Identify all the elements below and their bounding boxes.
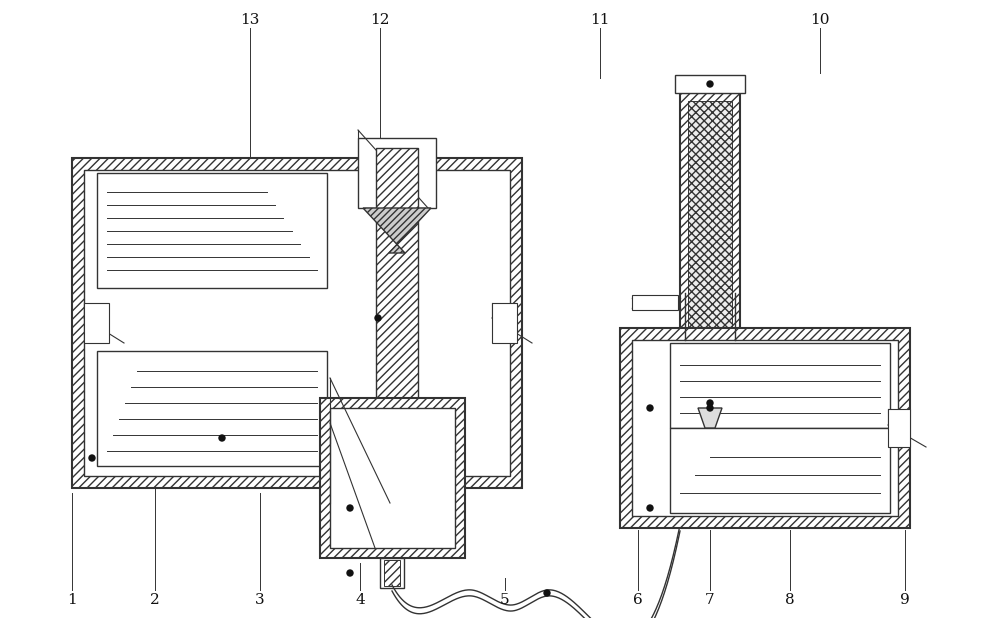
Bar <box>97 351 327 466</box>
Bar <box>888 409 910 447</box>
Polygon shape <box>363 208 431 253</box>
Text: 10: 10 <box>810 13 830 27</box>
Bar <box>84 303 109 343</box>
Text: 2: 2 <box>150 593 160 607</box>
Bar <box>632 340 898 516</box>
Bar <box>330 408 455 548</box>
Bar <box>84 170 510 476</box>
Bar <box>688 101 732 435</box>
Text: 6: 6 <box>633 593 643 607</box>
Bar <box>670 428 890 513</box>
Circle shape <box>707 400 713 406</box>
Polygon shape <box>698 408 722 428</box>
Bar <box>620 328 910 528</box>
Circle shape <box>647 405 653 411</box>
Bar <box>492 303 517 343</box>
Text: 13: 13 <box>240 13 260 27</box>
Circle shape <box>707 81 713 87</box>
Text: 11: 11 <box>590 13 610 27</box>
Bar <box>632 295 678 310</box>
Circle shape <box>347 570 353 576</box>
Circle shape <box>375 315 381 321</box>
Bar <box>688 439 732 457</box>
Text: 1: 1 <box>67 593 77 607</box>
Bar <box>72 158 522 488</box>
Bar <box>685 438 735 458</box>
Text: 9: 9 <box>900 593 910 607</box>
Bar <box>384 560 400 586</box>
Text: 12: 12 <box>370 13 390 27</box>
Bar <box>97 173 327 288</box>
Circle shape <box>544 590 550 596</box>
Circle shape <box>89 455 95 461</box>
Text: 8: 8 <box>785 593 795 607</box>
Bar <box>320 398 465 558</box>
Text: 5: 5 <box>500 593 510 607</box>
Bar <box>358 138 436 208</box>
Bar <box>670 343 890 428</box>
Circle shape <box>707 405 713 411</box>
Bar <box>380 558 404 588</box>
Text: 7: 7 <box>705 593 715 607</box>
Circle shape <box>347 505 353 511</box>
Circle shape <box>219 435 225 441</box>
Text: 3: 3 <box>255 593 265 607</box>
Bar <box>376 148 418 438</box>
Text: 4: 4 <box>355 593 365 607</box>
Bar <box>675 75 745 93</box>
Circle shape <box>647 505 653 511</box>
Bar <box>680 93 740 443</box>
